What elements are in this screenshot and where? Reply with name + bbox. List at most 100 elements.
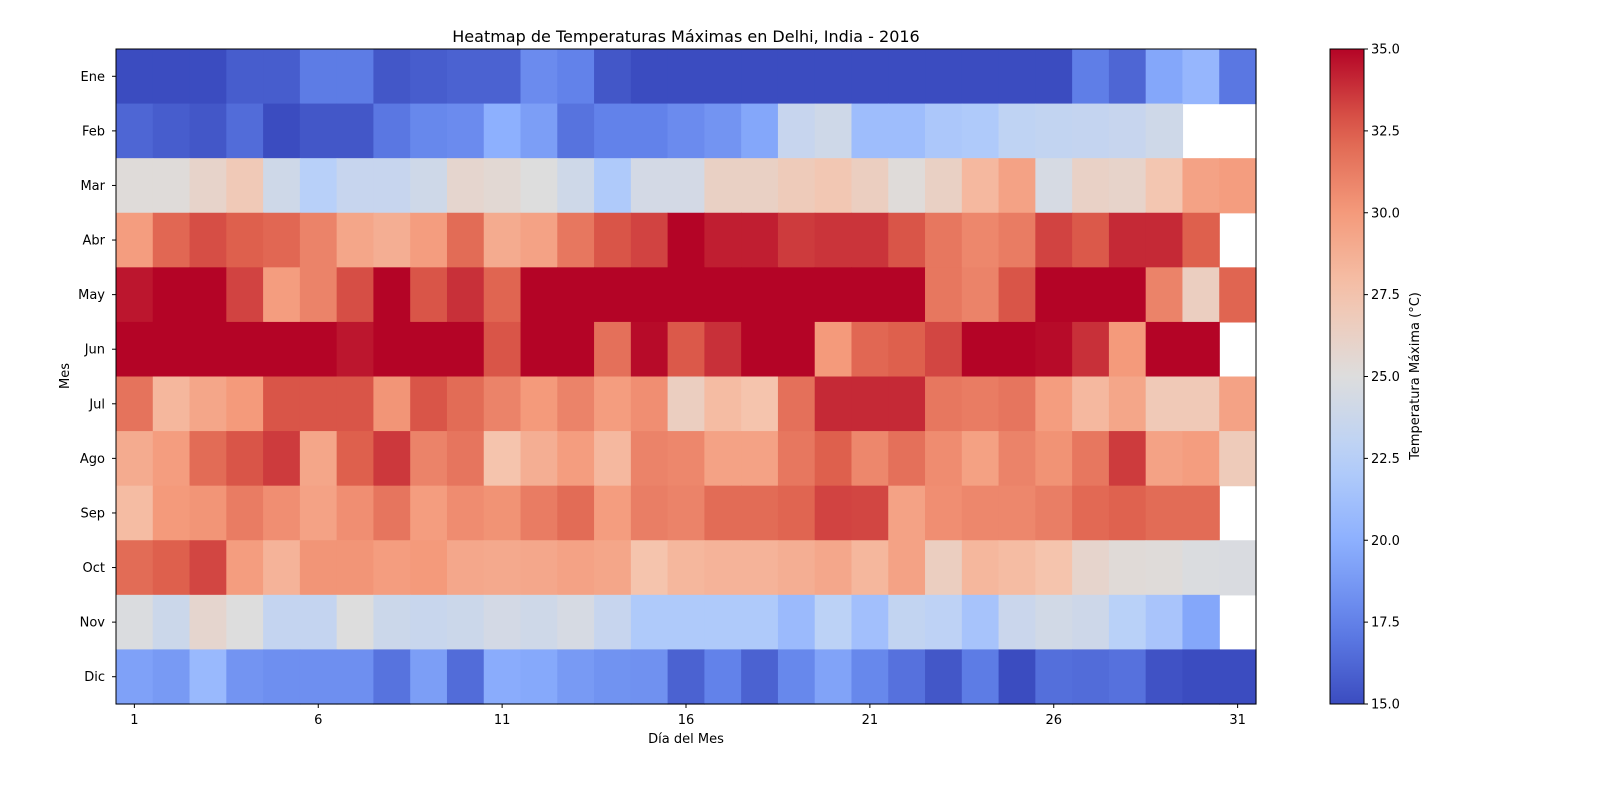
heatmap-cell [557,321,595,378]
heatmap-cell [189,267,227,323]
heatmap-cell [814,376,853,432]
heatmap-cell [152,321,191,378]
colorbar-tick-label: 32.5 [1371,124,1400,139]
heatmap-cell [925,540,963,596]
heatmap-cell [777,49,816,105]
y-tick-label: Oct [83,561,105,576]
heatmap-cell [888,540,926,596]
heatmap-cell [1072,594,1110,651]
colorbar-tick-label: 35.0 [1371,43,1400,58]
heatmap-cell [961,321,1000,378]
heatmap-cell [410,321,448,378]
heatmap-cell [888,103,926,159]
heatmap-cell [263,485,301,541]
heatmap-cell [1219,540,1257,596]
heatmap-cell [1072,649,1110,705]
heatmap-cell [410,103,448,159]
heatmap-cell [1108,649,1147,705]
heatmap-cell [1219,267,1257,323]
heatmap-cell [1182,485,1220,541]
heatmap-cell [446,267,485,323]
colorbar-label: Temperatura Máxima (°C) [1408,292,1423,461]
heatmap-cell [483,103,522,159]
heatmap-cell [888,158,926,214]
heatmap-cell [1182,649,1220,705]
heatmap-cell [961,49,1000,105]
heatmap-cell [594,103,632,159]
heatmap-cell [667,485,705,541]
heatmap-cell [446,158,485,214]
heatmap-cell [777,594,816,651]
heatmap-cell [1145,485,1184,541]
heatmap-cell [410,540,448,596]
heatmap-cell [116,594,154,651]
heatmap-cell [557,431,595,487]
heatmap-cell [851,103,889,159]
colorbar-tick-label: 15.0 [1371,698,1400,713]
heatmap-cell [152,431,191,487]
heatmap-cell [888,49,926,105]
heatmap-cell [1182,212,1220,268]
heatmap-cell [741,49,779,105]
heatmap-cell [925,321,963,378]
heatmap-cell [851,540,889,596]
heatmap-cell [116,212,154,268]
colorbar-tick-label: 25.0 [1371,370,1400,385]
heatmap-cell [998,594,1036,651]
heatmap-cell [777,485,816,541]
heatmap-cell [594,158,632,214]
colorbar-axis: 15.0 17.5 20.0 22.5 25.0 27.5 30.0 32.5 35.0 [1364,43,1400,713]
heatmap-cell [704,212,742,268]
heatmap-cell [520,649,558,705]
heatmap-cell [998,158,1036,214]
heatmap-cell [630,649,669,705]
heatmap-cell [520,540,558,596]
heatmap-cell [410,158,448,214]
heatmap-cell [557,267,595,323]
heatmap-cell [594,594,632,651]
heatmap-cell [1072,267,1110,323]
heatmap-cell [410,485,448,541]
heatmap-cell [336,431,375,487]
y-tick-label: Nov [80,616,106,631]
heatmap-cell [446,431,485,487]
heatmap-cell [667,212,705,268]
heatmap-cell [998,431,1036,487]
heatmap-cell [410,49,448,105]
heatmap-cell [925,49,963,105]
heatmap-cell [483,49,522,105]
colorbar-tick-label: 22.5 [1371,452,1400,467]
heatmap-cell [630,594,669,651]
heatmap-cell [961,594,1000,651]
heatmap-cell [336,649,375,705]
heatmap-cell [1182,49,1220,105]
heatmap-cell [851,267,889,323]
heatmap-cell [189,649,227,705]
heatmap-cell [263,594,301,651]
heatmap-cell [704,649,742,705]
heatmap-cell [189,540,227,596]
heatmap-cell [704,103,742,159]
heatmap-cell [1219,649,1257,705]
heatmap-cell [741,376,779,432]
heatmap-cell [925,267,963,323]
heatmap-cell [263,540,301,596]
heatmap-cell [1182,376,1220,432]
heatmap-cell [336,485,375,541]
heatmap-cell [410,212,448,268]
heatmap-cell [1035,158,1073,214]
y-axis-label: Mes [58,363,73,389]
heatmap-cell [1145,649,1184,705]
colorbar-tick-label: 30.0 [1371,206,1400,221]
x-tick-label: 21 [862,713,879,728]
y-tick-label: Jun [84,343,105,358]
heatmap-cell [630,321,669,378]
heatmap-cell [741,267,779,323]
heatmap-cell [925,485,963,541]
y-tick-label: Ago [80,452,105,467]
colorbar-tick-label: 27.5 [1371,288,1400,303]
x-tick-label: 6 [314,713,322,728]
heatmap-cell [594,485,632,541]
heatmap-cell [961,158,1000,214]
heatmap-cell [152,649,191,705]
